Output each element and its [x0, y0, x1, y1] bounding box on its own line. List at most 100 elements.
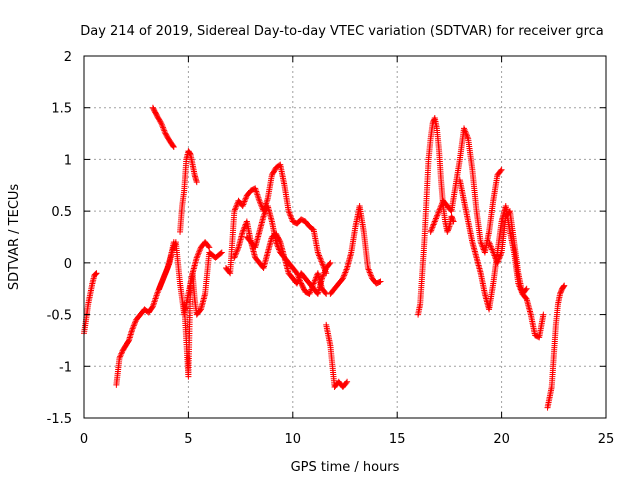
data-point: [197, 307, 204, 314]
data-point: [242, 195, 249, 202]
data-point: [445, 226, 452, 233]
data-point: [320, 272, 327, 279]
data-point: [496, 255, 503, 262]
data-point: [261, 211, 268, 218]
data-point: [118, 350, 125, 357]
data-point: [132, 318, 139, 325]
data-point: [254, 191, 261, 198]
data-point: [194, 251, 201, 258]
data-point: [231, 254, 238, 261]
data-point: [367, 270, 374, 277]
data-point: [193, 254, 200, 261]
data-point: [376, 278, 383, 285]
data-point: [130, 322, 137, 329]
data-point: [319, 259, 326, 266]
data-point: [438, 202, 445, 209]
data-point: [497, 252, 504, 259]
data-point: [129, 325, 136, 332]
data-point: [261, 210, 268, 217]
data-point: [464, 134, 471, 141]
data-point: [161, 272, 168, 279]
series-arc-m: [427, 125, 505, 256]
data-point: [252, 186, 259, 193]
data-point: [478, 240, 485, 247]
data-point: [154, 289, 161, 296]
data-point: [344, 378, 351, 385]
data-point: [437, 203, 444, 210]
data-point: [498, 250, 505, 257]
data-point: [366, 269, 373, 276]
data-point: [432, 217, 439, 224]
data-point: [276, 246, 283, 253]
data-point: [444, 228, 451, 235]
data-point: [522, 286, 529, 293]
data-point: [169, 246, 176, 253]
x-tick-label: 20: [493, 432, 510, 447]
data-point: [287, 212, 294, 219]
data-point: [160, 126, 167, 133]
data-point: [307, 287, 314, 294]
data-point: [240, 200, 247, 207]
data-point: [232, 251, 239, 258]
data-point: [159, 123, 166, 130]
data-point: [156, 284, 163, 291]
data-point: [276, 248, 283, 255]
data-point: [239, 228, 246, 235]
data-point: [463, 132, 470, 139]
data-point: [132, 319, 139, 326]
data-point: [162, 270, 169, 277]
data-point: [306, 290, 313, 297]
data-point: [311, 279, 318, 286]
data-point: [308, 286, 315, 293]
data-point: [365, 266, 372, 273]
data-point: [276, 237, 283, 244]
data-point: [427, 228, 434, 235]
data-point: [240, 227, 247, 234]
data-point: [234, 247, 241, 254]
data-point: [433, 214, 440, 221]
y-tick-label: 1: [64, 153, 72, 168]
series-arc-g: [222, 161, 330, 277]
data-point: [340, 273, 347, 280]
data-point: [429, 224, 436, 231]
data-point: [193, 179, 200, 186]
data-point: [435, 208, 442, 215]
data-point: [131, 321, 138, 328]
data-point: [311, 277, 318, 284]
data-point: [295, 274, 302, 281]
data-point: [129, 327, 136, 334]
data-point: [558, 288, 565, 295]
data-point: [194, 253, 201, 260]
y-tick-label: 1.5: [51, 102, 72, 117]
data-point: [241, 198, 248, 205]
data-point: [256, 199, 263, 206]
data-point: [506, 209, 513, 216]
data-point: [321, 269, 328, 276]
data-point: [366, 267, 373, 274]
data-point: [197, 245, 204, 252]
data-point: [232, 205, 239, 212]
data-point: [488, 245, 495, 252]
data-point: [273, 240, 280, 247]
data-point: [339, 276, 346, 283]
y-tick-label: -1: [59, 360, 72, 375]
series-arc-i: [243, 202, 330, 297]
data-point: [295, 273, 302, 280]
x-tick-label: 10: [285, 432, 302, 447]
data-point: [557, 289, 564, 296]
data-point: [367, 272, 374, 279]
data-point: [449, 215, 456, 222]
data-point: [487, 242, 494, 249]
data-point: [486, 239, 493, 246]
data-point: [436, 206, 443, 213]
data-point: [479, 243, 486, 250]
data-point: [448, 213, 455, 220]
data-point: [240, 201, 247, 208]
series-arc-d: [177, 148, 200, 235]
data-point: [319, 261, 326, 268]
data-point: [218, 249, 225, 256]
data-point: [429, 222, 436, 229]
data-point: [231, 208, 238, 215]
data-point: [149, 304, 156, 311]
